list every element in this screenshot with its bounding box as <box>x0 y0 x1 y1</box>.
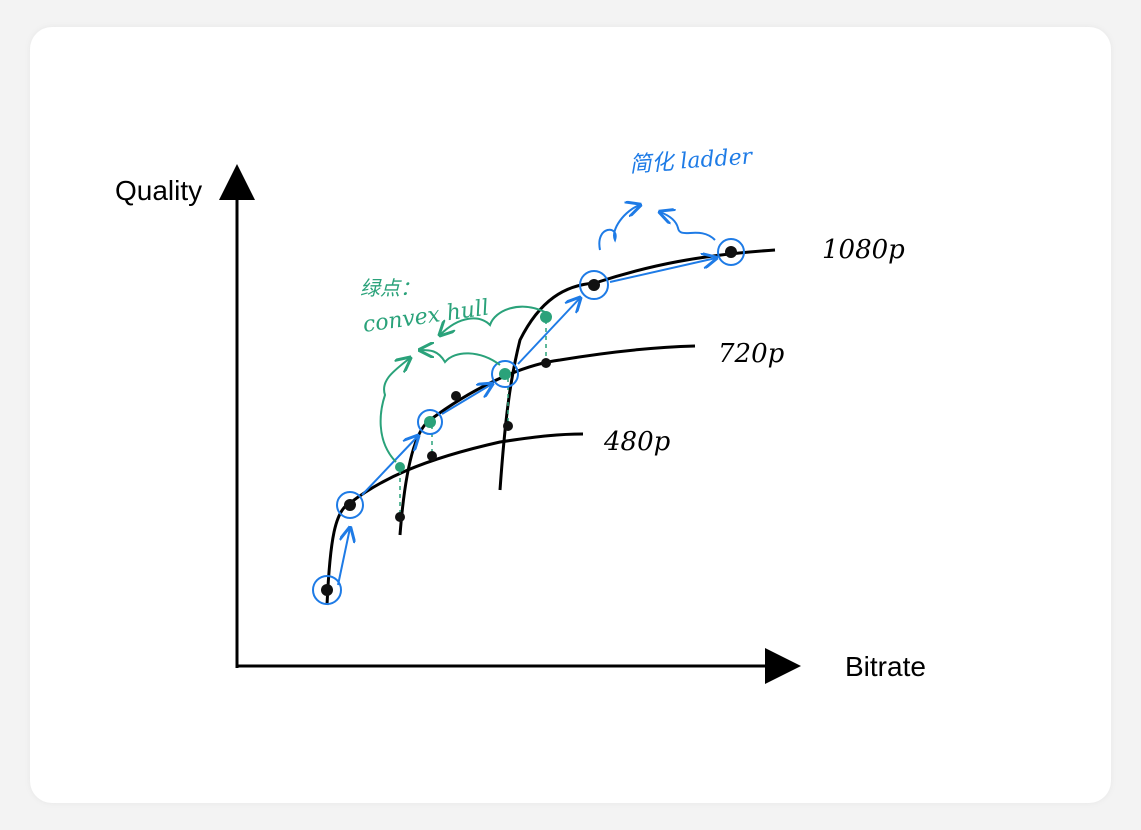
card <box>30 27 1111 803</box>
curve-label: 720p <box>718 339 785 369</box>
green-points <box>395 311 552 472</box>
green-arrows <box>379 305 546 463</box>
green-dashes <box>399 320 547 515</box>
blue-arrows <box>337 205 716 586</box>
points <box>321 246 737 596</box>
ladder-text: 简化 ladder <box>629 144 755 178</box>
curve-label: 1080p <box>822 235 905 265</box>
y-axis-label: Quality <box>115 175 202 206</box>
curves <box>325 248 776 606</box>
axes <box>219 164 801 684</box>
x-axis-label: Bitrate <box>845 651 926 682</box>
hull-title: 绿点： <box>360 276 420 300</box>
curve-label: 480p <box>603 427 671 457</box>
hull-text: convex hull <box>361 296 490 338</box>
